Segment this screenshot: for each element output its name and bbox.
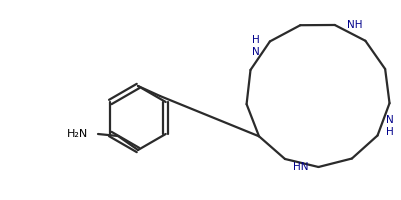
Text: H₂N: H₂N [67,129,88,139]
Text: H
N: H N [252,35,259,57]
Text: NH: NH [347,20,362,30]
Text: HN: HN [293,162,308,172]
Text: N
H: N H [386,115,393,137]
